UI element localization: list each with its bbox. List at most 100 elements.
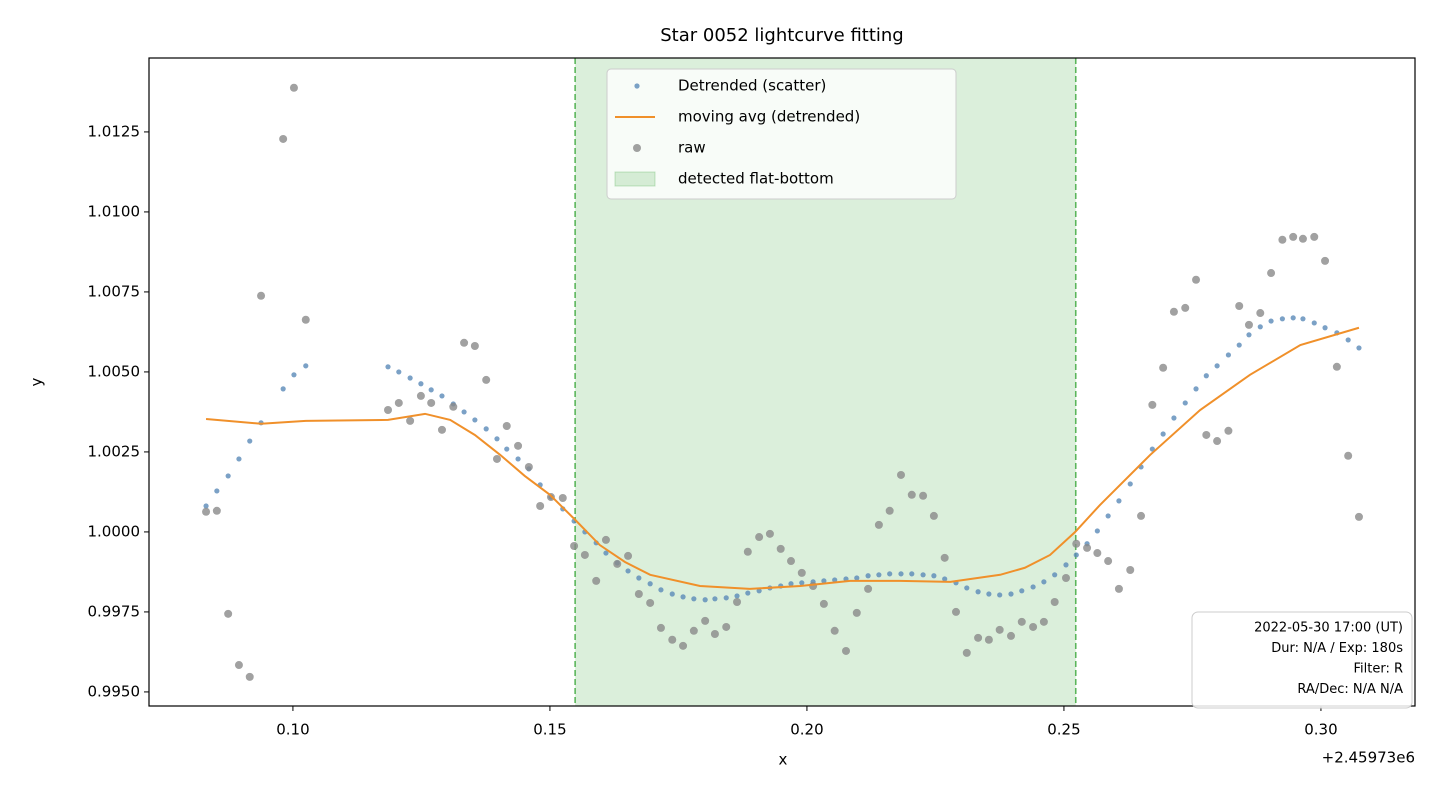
data-point [580,550,589,559]
data-point [712,596,718,602]
data-point [515,456,521,462]
data-point [1279,316,1285,322]
chart-title: Star 0052 lightcurve fitting [660,25,904,46]
data-point [986,591,992,597]
data-point [841,646,850,655]
x-tick-label: 0.15 [533,721,566,739]
data-point [1267,269,1276,278]
data-point [765,529,774,538]
data-point [1126,566,1135,574]
y-tick-label: 1.0025 [88,442,141,460]
data-point [1149,446,1155,452]
data-point [1298,234,1307,243]
data-point [1030,584,1036,590]
data-point [1181,303,1190,312]
data-point [460,338,469,347]
annotation-line: Filter: R [1353,662,1403,677]
y-tick-label: 1.0075 [88,282,141,300]
legend-marker [634,83,640,89]
data-point [394,398,403,407]
data-point [646,598,655,607]
y-tick-label: 1.0125 [88,122,141,140]
data-point [1193,386,1199,392]
data-point [809,582,818,590]
data-point [427,398,436,407]
data-point [647,581,653,587]
legend-label: raw [678,139,706,157]
data-point [1072,539,1081,548]
y-tick-label: 0.9975 [88,602,141,620]
data-point [898,571,904,577]
data-point [1073,552,1079,558]
data-point [1356,345,1362,351]
data-point [776,544,785,553]
data-point [1137,511,1146,520]
data-point [437,425,446,434]
data-point [303,363,309,369]
data-point [224,609,233,618]
data-point [940,553,949,562]
x-tick-label: 0.30 [1304,721,1337,739]
data-point [984,635,993,644]
data-point [691,596,697,602]
data-point [962,648,971,657]
data-point [702,597,708,603]
legend-marker [614,171,656,187]
data-point [247,438,253,444]
data-point [854,575,860,581]
data-point [1224,426,1233,435]
data-point [680,594,686,600]
data-point [1290,315,1296,321]
data-point [701,616,710,625]
data-point [1093,549,1102,558]
data-point [788,581,794,587]
x-axis-label: x [779,751,788,769]
data-point [482,375,491,384]
data-point [1006,631,1015,640]
data-point [733,598,742,606]
data-point [964,585,970,591]
data-point [407,375,413,381]
data-point [1345,337,1351,343]
annotation-line: Dur: N/A / Exp: 180s [1271,641,1403,656]
legend-marker [633,144,641,152]
annotation-box [1191,611,1413,709]
data-point [907,490,916,499]
data-point [1278,235,1287,244]
data-point [909,571,915,577]
data-point [1214,363,1220,369]
legend-label: Detrended (scatter) [678,77,826,95]
data-point [613,559,622,568]
data-point [203,503,209,509]
data-point [710,630,719,638]
data-point [1104,557,1113,566]
data-point [1289,232,1298,241]
data-point [929,511,938,520]
y-axis-label: y [28,377,46,386]
data-point [1039,617,1048,626]
data-point [1171,415,1177,421]
data-point [524,462,533,471]
data-point [1061,574,1070,582]
data-point [1019,588,1025,594]
y-tick-label: 1.0000 [88,522,141,540]
data-point [874,520,883,529]
data-point [974,633,983,642]
data-point [449,402,458,411]
data-point [483,426,489,432]
data-point [636,575,642,581]
annotation-line: 2022-05-30 17:00 (UT) [1254,621,1403,636]
data-point [1235,302,1244,310]
data-point [1127,481,1133,487]
data-point [406,416,415,425]
data-point [1169,307,1178,316]
data-point [1052,572,1058,578]
x-tick-label: 0.10 [276,721,309,739]
data-point [679,641,688,650]
data-point [1050,598,1059,606]
data-point [570,542,579,550]
data-point [214,488,220,494]
data-point [1244,320,1253,329]
data-point [289,83,298,92]
